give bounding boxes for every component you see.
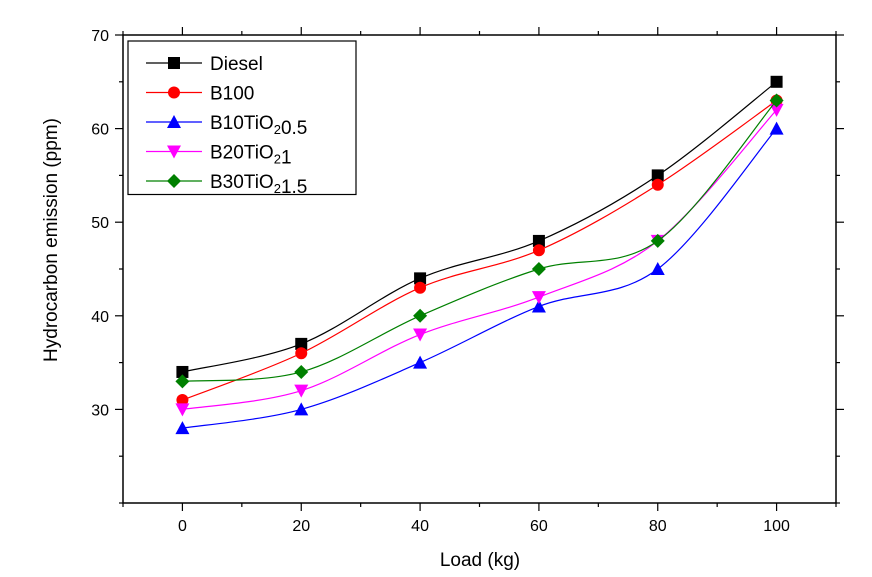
legend-label: B10TiO20.5 <box>210 113 307 139</box>
data-point <box>413 355 428 369</box>
legend-marker <box>167 115 181 128</box>
data-point <box>294 364 309 379</box>
data-point <box>294 384 309 398</box>
series-0 <box>176 75 783 378</box>
x-tick-label: 100 <box>763 518 790 535</box>
legend-entry: B30TiO21.5 <box>146 172 307 198</box>
data-point <box>531 299 546 313</box>
legend-box <box>127 40 357 196</box>
x-tick-label: 40 <box>411 518 429 535</box>
data-point <box>532 244 545 257</box>
x-axis-ticks: 0 20 40 60 80 100 <box>122 27 837 535</box>
y-tick-label: 70 <box>91 28 109 45</box>
data-point <box>176 365 189 378</box>
data-point <box>650 233 665 248</box>
y-tick-label: 40 <box>91 309 109 326</box>
x-tick-label: 80 <box>649 518 667 535</box>
legend-marker <box>168 86 180 99</box>
legend-label: B100 <box>210 84 254 105</box>
data-point <box>531 291 546 305</box>
x-tick-label: 20 <box>292 518 310 535</box>
data-point <box>295 337 308 350</box>
y-axis-ticks: 30 40 50 60 70 <box>91 28 844 504</box>
legend-marker <box>168 57 180 69</box>
y-tick-label: 30 <box>91 402 109 419</box>
data-point <box>176 394 189 407</box>
data-point <box>414 281 427 294</box>
data-point <box>651 169 664 182</box>
series-layer <box>175 75 784 435</box>
x-axis-label: Load (kg) <box>440 550 520 571</box>
x-tick-label: 0 <box>178 518 187 535</box>
data-point <box>175 403 190 417</box>
series-line <box>182 81 777 373</box>
x-tick-label: 60 <box>530 518 548 535</box>
legend-label: B20TiO21 <box>210 143 292 169</box>
y-tick-label: 50 <box>91 215 109 232</box>
legend-entry: B10TiO20.5 <box>146 113 307 139</box>
legend-label: B30TiO21.5 <box>210 172 307 198</box>
data-point <box>770 75 783 88</box>
legend-entry: B20TiO21 <box>146 143 292 169</box>
data-point <box>414 272 427 285</box>
data-point <box>531 262 546 276</box>
data-point <box>769 103 784 117</box>
data-point <box>413 308 428 323</box>
data-point <box>295 347 308 360</box>
y-axis-label: Hydrocarbon emission (ppm) <box>41 118 62 362</box>
data-point <box>650 262 665 275</box>
series-2 <box>175 121 784 435</box>
legend-label: Diesel <box>210 54 263 75</box>
series-line <box>182 100 777 401</box>
legend: Diesel B100 B10TiO20.5 B20TiO21 B30TiO21.5 <box>127 40 357 198</box>
legend-entry: Diesel <box>146 54 263 75</box>
y-tick-label: 60 <box>91 122 109 139</box>
data-point <box>532 234 545 247</box>
data-point <box>294 402 309 416</box>
data-point <box>175 421 190 435</box>
legend-marker <box>167 174 181 188</box>
data-point <box>769 121 784 135</box>
series-4 <box>175 93 784 389</box>
data-point <box>413 328 428 342</box>
legend-entry: B100 <box>146 84 254 105</box>
legend-marker <box>167 145 181 159</box>
data-point <box>651 178 664 191</box>
data-point <box>769 93 784 108</box>
data-point <box>175 374 190 389</box>
